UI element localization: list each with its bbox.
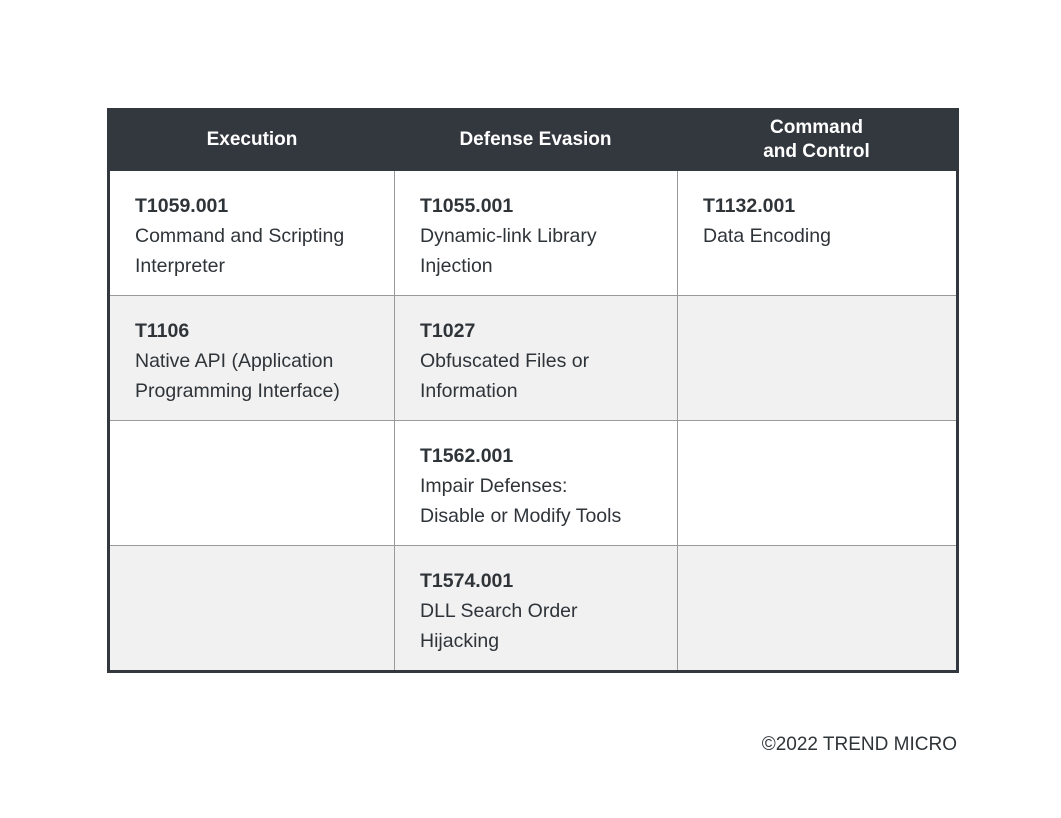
technique-id: T1562.001 — [420, 445, 514, 467]
table-cell — [110, 546, 394, 670]
table-cell: T1027 Obfuscated Files or Information — [394, 296, 677, 420]
technique-name: Command and Scripting Interpreter — [135, 225, 345, 277]
table-row: T1574.001 DLL Search Order Hijacking — [110, 545, 956, 670]
table-row: T1059.001 Command and Scripting Interpret… — [110, 171, 956, 295]
table-cell: T1562.001 Impair Defenses: Disable or Mod… — [394, 421, 677, 545]
copyright: ©2022 TREND MICRO — [761, 734, 957, 755]
header-command-and-control: Command and Control — [763, 116, 870, 162]
table-row: T1562.001 Impair Defenses: Disable or Mod… — [110, 420, 956, 545]
table-row: T1106 Native API (Application Programming… — [110, 295, 956, 420]
technique-id: T1106 — [135, 320, 190, 342]
header-execution: Execution — [206, 128, 298, 150]
header-defense-evasion: Defense Evasion — [459, 128, 612, 150]
technique-name: Impair Defenses: Disable or Modify Tools — [420, 475, 622, 527]
technique-name: DLL Search Order Hijacking — [420, 600, 578, 652]
table-cell — [677, 421, 956, 545]
table-cell — [110, 421, 394, 545]
table-cell — [677, 546, 956, 670]
table-cell: T1059.001 Command and Scripting Interpret… — [110, 171, 394, 295]
technique-id: T1055.001 — [420, 195, 514, 217]
mitre-techniques-table: Execution Defense Evasion Command and Co… — [107, 108, 959, 673]
table-cell: T1574.001 DLL Search Order Hijacking — [394, 546, 677, 670]
table-cell — [677, 296, 956, 420]
technique-name: Data Encoding — [703, 225, 831, 247]
technique-id: T1574.001 — [420, 570, 514, 592]
table-cell: T1106 Native API (Application Programming… — [110, 296, 394, 420]
technique-name: Dynamic-link Library Injection — [420, 225, 597, 277]
technique-name: Obfuscated Files or Information — [420, 350, 590, 402]
table-cell: T1132.001 Data Encoding — [677, 171, 956, 295]
technique-name: Native API (Application Programming Inte… — [135, 350, 340, 402]
technique-id: T1027 — [420, 320, 476, 342]
table-header: Execution Defense Evasion Command and Co… — [110, 108, 956, 171]
technique-id: T1059.001 — [135, 195, 229, 217]
technique-id: T1132.001 — [703, 195, 796, 217]
table-cell: T1055.001 Dynamic-link Library Injection — [394, 171, 677, 295]
